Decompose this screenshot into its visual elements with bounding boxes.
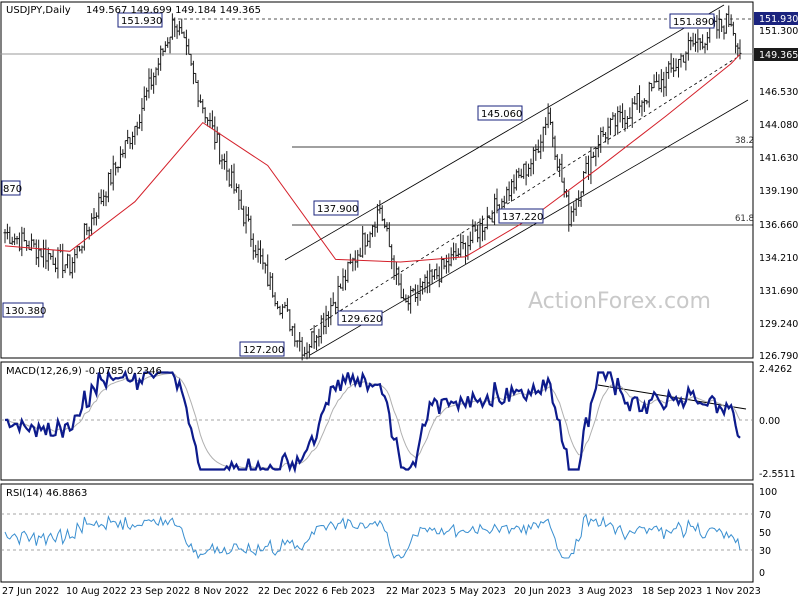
svg-text:145.060: 145.060: [481, 109, 522, 120]
x-tick-1: 10 Aug 2022: [66, 586, 127, 597]
price-tick-9: 131.690: [759, 286, 798, 297]
macd-tick-0: 2.4262: [759, 364, 792, 375]
x-axis: 27 Jun 2022 10 Aug 2022 23 Sep 2022 8 No…: [2, 586, 761, 597]
x-tick-4: 22 Dec 2022: [258, 586, 319, 597]
annotation-137220: 137.220: [498, 208, 544, 224]
fib-382-label: 38.2: [735, 136, 754, 146]
price-y-axis: 151.930 151.300 149.365 146.530 144.080 …: [754, 12, 798, 362]
annotation-151890: 151.890: [669, 13, 715, 29]
price-tick-11: 126.790: [759, 351, 798, 362]
price-panel-frame: [0, 1, 754, 359]
rsi-tick-1: 70: [759, 510, 771, 521]
price-tick-1: 151.300: [759, 26, 798, 37]
price-header-ohlc: 149.567 149.699 149.184 149.365: [86, 5, 261, 16]
annotation-870: 870: [1, 180, 22, 196]
x-tick-9: 3 Aug 2023: [578, 586, 633, 597]
x-tick-8: 20 Jun 2023: [514, 586, 571, 597]
rsi-tick-0: 100: [759, 487, 777, 498]
x-tick-7: 5 May 2023: [450, 586, 506, 597]
moving-average-line: [4, 53, 741, 263]
macd-tick-1: 0.00: [759, 416, 780, 427]
macd-panel-frame: [0, 361, 754, 481]
x-tick-11: 1 Nov 2023: [706, 586, 761, 597]
svg-text:870: 870: [3, 184, 22, 195]
price-tick-6: 139.190: [759, 186, 798, 197]
annotation-129620: 129.620: [337, 310, 383, 326]
last-price-tag: [754, 48, 798, 61]
svg-text:151.890: 151.890: [673, 17, 714, 28]
price-tick-8: 134.210: [759, 253, 798, 264]
x-tick-2: 23 Sep 2022: [130, 586, 190, 597]
price-tick-4: 144.080: [759, 120, 798, 131]
rsi-panel-frame: [0, 483, 754, 583]
annotation-130380: 130.380: [2, 302, 46, 318]
annotation-145060: 145.060: [477, 105, 523, 121]
svg-text:151.930: 151.930: [121, 16, 162, 27]
svg-text:127.200: 127.200: [243, 345, 284, 356]
price-header-symbol: USDJPY,Daily: [6, 5, 71, 16]
price-tick-0: 151.930: [759, 14, 798, 25]
fib-618-label: 61.8: [735, 214, 754, 224]
svg-text:137.220: 137.220: [502, 212, 543, 223]
annotation-151930: 151.930: [117, 12, 163, 28]
x-tick-5: 6 Feb 2023: [322, 586, 375, 597]
rsi-line: [4, 513, 741, 560]
price-tick-3: 146.530: [759, 87, 798, 98]
price-tick-5: 141.630: [759, 153, 798, 164]
svg-text:137.900: 137.900: [317, 204, 358, 215]
svg-text:130.380: 130.380: [5, 306, 46, 317]
price-bars: [3, 5, 742, 361]
channel-middle-dashed: [309, 57, 737, 331]
channel-upper-line: [284, 4, 725, 261]
rsi-header: RSI(14) 46.8863: [6, 488, 87, 499]
price-bar: [738, 39, 742, 60]
top-level-tag: [754, 12, 798, 25]
x-tick-0: 27 Jun 2022: [2, 586, 59, 597]
annotation-137900: 137.900: [313, 200, 359, 216]
macd-tick-2: -2.5511: [759, 469, 796, 480]
price-tick-10: 129.240: [759, 319, 798, 330]
macd-line: [4, 368, 741, 474]
x-tick-10: 18 Sep 2023: [642, 586, 702, 597]
price-tick-7: 136.660: [759, 220, 798, 231]
channel-lower-line: [309, 99, 749, 356]
x-tick-3: 8 Nov 2022: [194, 586, 249, 597]
x-tick-6: 22 Mar 2023: [386, 586, 446, 597]
macd-header: MACD(12,26,9) -0.0785 0.2346: [6, 366, 162, 377]
rsi-tick-2: 50: [759, 528, 771, 539]
svg-text:129.620: 129.620: [341, 314, 382, 325]
annotation-127200: 127.200: [239, 341, 285, 357]
rsi-tick-4: 0: [759, 568, 765, 579]
watermark: ActionForex.com: [528, 289, 711, 314]
rsi-tick-3: 30: [759, 546, 771, 557]
price-tick-2: 149.365: [759, 50, 798, 61]
